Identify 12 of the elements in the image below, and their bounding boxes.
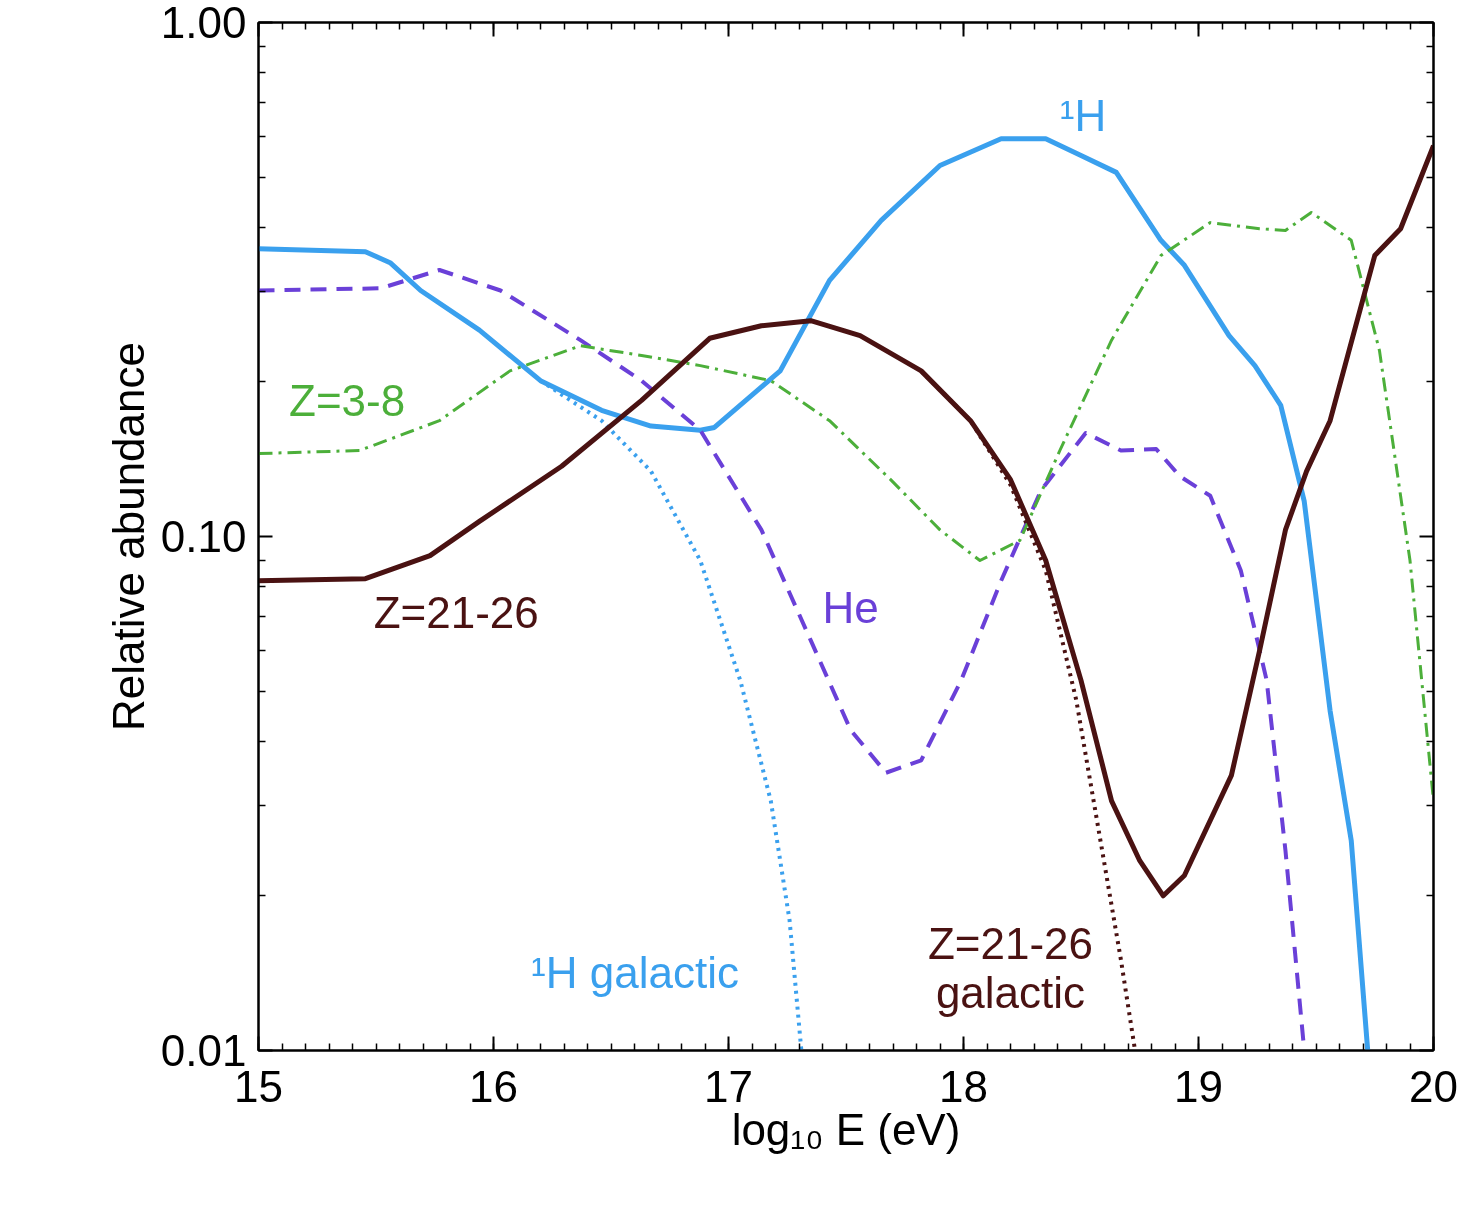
series-label: ¹H (1059, 90, 1107, 140)
series-label: ¹H galactic (531, 947, 739, 997)
y-axis-title: Relative abundance (103, 342, 153, 731)
series-label: He (822, 582, 879, 632)
x-tick-label: 16 (469, 1061, 518, 1111)
y-tick-label: 0.10 (160, 512, 247, 561)
x-tick-label: 19 (1174, 1061, 1223, 1111)
series-label: Z=21-26 (373, 588, 539, 638)
y-tick-label: 1.00 (160, 0, 247, 47)
series-label: Z=21-26 galactic (927, 918, 1094, 1017)
x-tick-label: 20 (1409, 1061, 1458, 1111)
series-label: Z=3-8 (289, 375, 406, 425)
